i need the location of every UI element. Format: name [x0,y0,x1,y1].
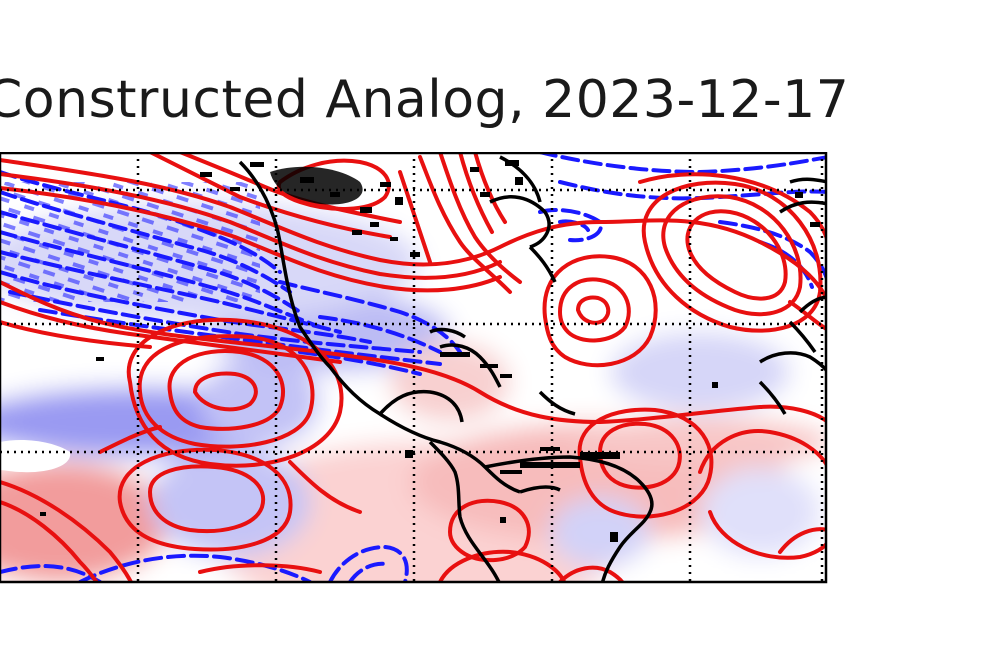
graticule [0,152,826,582]
anomaly-map [0,152,828,584]
map-frame [0,152,828,584]
white-patch [0,440,71,473]
map-title: Constructed Analog, 2023-12-17 [0,70,850,130]
islands-archipelago [40,160,820,542]
map-panel [0,152,828,584]
